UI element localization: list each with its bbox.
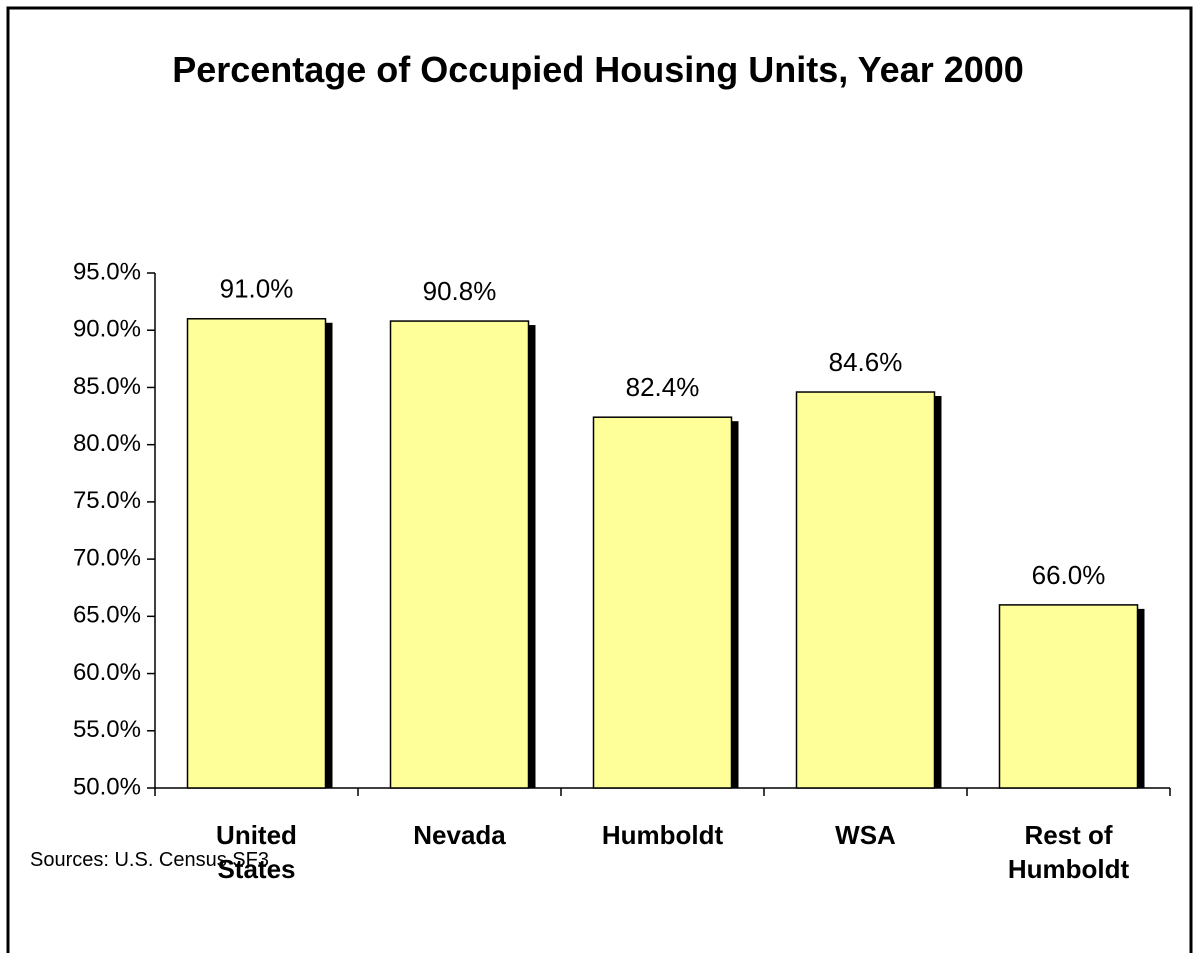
y-tick-label: 55.0%: [73, 716, 141, 743]
bar: [998, 604, 1139, 789]
bar: [389, 320, 530, 789]
value-label: 66.0%: [1032, 560, 1106, 590]
x-tick-label: Rest of Humboldt: [1007, 820, 1130, 884]
x-tick-label: WSA: [835, 820, 896, 850]
x-tick-label: United States: [216, 820, 297, 884]
bar: [592, 416, 733, 789]
y-tick-label: 75.0%: [73, 487, 141, 514]
value-label: 84.6%: [829, 347, 903, 377]
y-tick-label: 70.0%: [73, 544, 141, 571]
y-tick-label: 50.0%: [73, 773, 141, 800]
value-label: 82.4%: [626, 372, 700, 402]
x-tick-label: Humboldt: [601, 820, 724, 850]
value-label: 91.0%: [220, 274, 294, 304]
bar: [186, 318, 327, 789]
y-tick-label: 80.0%: [73, 430, 141, 457]
y-tick-label: 60.0%: [73, 659, 141, 686]
x-tick-label: Nevada: [413, 820, 506, 850]
y-tick-label: 90.0%: [73, 316, 141, 343]
frame: [6, 6, 1193, 953]
y-tick-label: 65.0%: [73, 602, 141, 629]
source-note: Sources: U.S. Census SF3: [30, 849, 269, 871]
y-tick-label: 85.0%: [73, 373, 141, 400]
chart-title: Percentage of Occupied Housing Units, Ye…: [172, 49, 1024, 90]
value-label: 90.8%: [423, 276, 497, 306]
bar: [795, 391, 936, 789]
y-tick-label: 95.0%: [73, 258, 141, 285]
